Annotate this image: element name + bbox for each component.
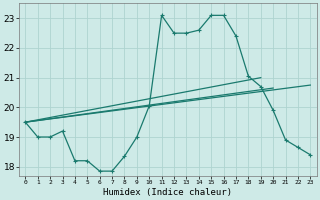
X-axis label: Humidex (Indice chaleur): Humidex (Indice chaleur) — [103, 188, 232, 197]
